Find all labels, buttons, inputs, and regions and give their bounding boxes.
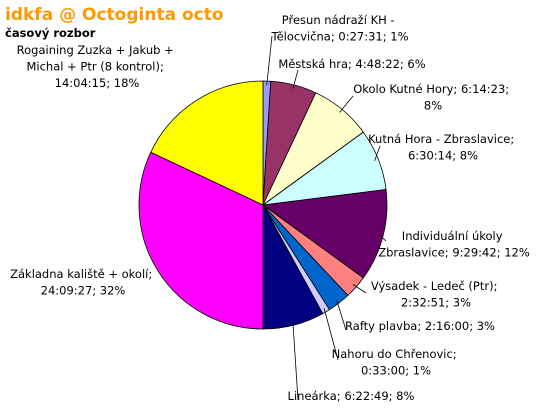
leader-line: [378, 234, 387, 242]
slice-label: Rafty plavba; 2:16:00; 3%: [345, 319, 495, 333]
slice-label: Základna kaliště + okolí; 24:09:27; 32%: [10, 267, 156, 298]
leader-line: [339, 95, 354, 113]
leader-line: [336, 299, 347, 331]
leader-line: [292, 69, 299, 89]
slice-label: Rogaining Zuzka + Jakub + Michal + Ptr (…: [17, 43, 178, 90]
leader-line: [352, 284, 367, 294]
pie-slice: [150, 80, 264, 206]
leader-line: [292, 321, 299, 401]
slice-label: Lineárka; 6:22:49; 8%: [288, 389, 415, 403]
leader-line: [374, 145, 381, 161]
slice-label: Městská hra; 4:48:22; 6%: [278, 57, 425, 71]
pie-slice: [261, 189, 388, 279]
chart-subtitle: časový rozbor: [5, 26, 96, 40]
slice-label: Přesun nádraží KH - Tělocvična; 0:27:31;…: [271, 13, 409, 44]
slice-label: Okolo Kutné Hory; 6:14:23; 8%: [353, 82, 513, 113]
pie-slice: [138, 151, 264, 330]
chart-title: idkfa @ Octoginta octo: [5, 5, 224, 25]
slice-label: Kutná Hora - Zbraslavice; 6:30:14; 8%: [368, 132, 518, 163]
leader-line: [266, 35, 273, 86]
slice-label: Individuální úkoly Zbraslavice; 9:29:42;…: [378, 229, 530, 260]
slice-label: Nahoru do Chřenovic; 0:33:00; 1%: [332, 347, 461, 378]
leader-line: [323, 308, 339, 361]
slice-label: Výsadek - Ledeč (Ptr); 2:32:51; 3%: [371, 279, 501, 310]
